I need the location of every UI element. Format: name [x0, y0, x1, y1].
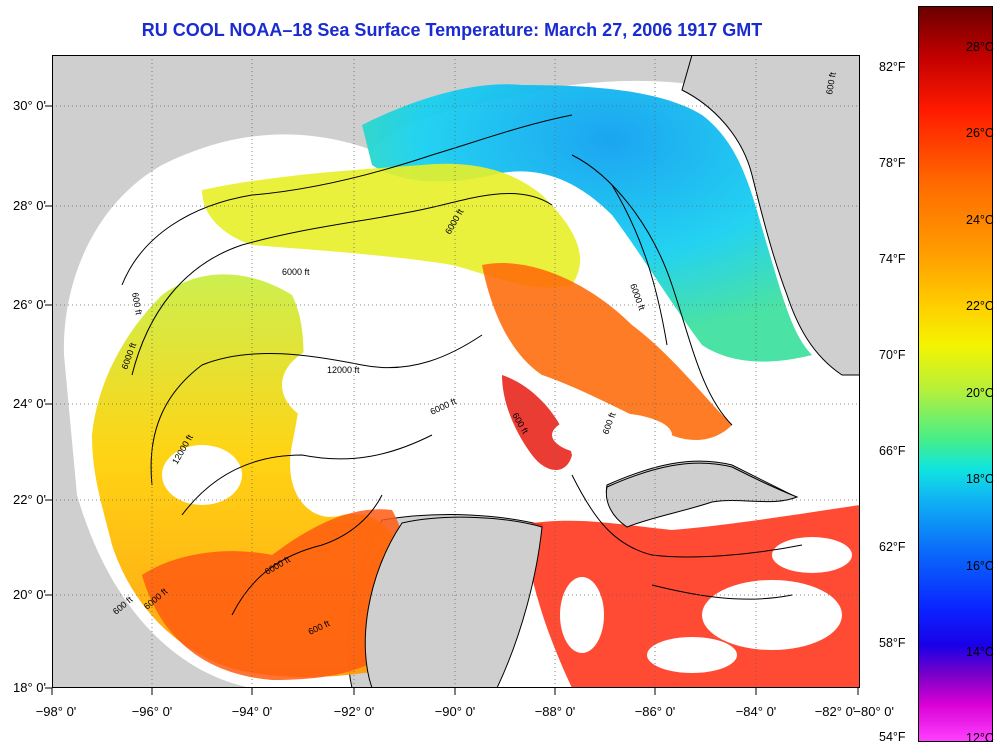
lat-label: 18° 0' — [13, 680, 46, 695]
florida-land — [681, 55, 860, 376]
lon-label: −82° 0' — [814, 704, 856, 719]
loop-current — [482, 263, 732, 440]
fahrenheit-tick: 78°F — [879, 156, 906, 170]
celsius-tick: 24°C — [966, 213, 994, 227]
southwest-hot-water — [142, 509, 409, 680]
mexico-coast-land — [52, 55, 352, 355]
lat-label: 22° 0' — [13, 492, 46, 507]
graticule — [52, 55, 860, 688]
cloud-patches — [162, 340, 852, 673]
contour-label: 6000 ft — [282, 267, 310, 277]
fahrenheit-tick: 66°F — [879, 444, 906, 458]
fahrenheit-tick: 62°F — [879, 540, 906, 554]
cool-shelf-water — [362, 84, 812, 362]
lon-label: −92° 0' — [333, 704, 375, 719]
celsius-tick: 12°C — [966, 731, 994, 745]
lat-label: 30° 0' — [13, 98, 46, 113]
contour-label: 12000 ft — [327, 365, 360, 375]
fahrenheit-tick: 70°F — [879, 348, 906, 362]
lon-label: −84° 0' — [735, 704, 777, 719]
lon-label: −98° 0' — [35, 704, 77, 719]
lat-label: 24° 0' — [13, 396, 46, 411]
celsius-tick: 20°C — [966, 386, 994, 400]
cuba-land-top — [605, 462, 799, 528]
celsius-tick: 22°C — [966, 299, 994, 313]
fahrenheit-tick: 58°F — [879, 636, 906, 650]
bathymetry-contours — [121, 114, 803, 616]
lon-label: −94° 0' — [231, 704, 273, 719]
map-title: RU COOL NOAA–18 Sea Surface Temperature:… — [141, 20, 763, 40]
celsius-tick: 16°C — [966, 559, 994, 573]
lon-label: −86° 0' — [634, 704, 676, 719]
contour-label: 600 ft — [824, 71, 838, 95]
celsius-tick: 28°C — [966, 40, 994, 54]
celsius-tick: 26°C — [966, 126, 994, 140]
temperature-colorbar — [918, 6, 993, 742]
fahrenheit-tick: 54°F — [879, 730, 906, 744]
contour-label: 600 ft — [130, 292, 144, 316]
lon-label: −90° 0' — [434, 704, 476, 719]
warming-water-band — [202, 163, 581, 288]
lat-label: 26° 0' — [13, 297, 46, 312]
lat-label: 20° 0' — [13, 587, 46, 602]
sst-map[interactable]: 600 ft 600 ft 6000 ft 6000 ft 6000 ft 12… — [52, 55, 860, 688]
celsius-tick: 18°C — [966, 472, 994, 486]
celsius-tick: 14°C — [966, 645, 994, 659]
lon-label: −80° 0' — [853, 704, 894, 719]
yucatan-land-top — [364, 516, 543, 688]
fahrenheit-tick: 74°F — [879, 252, 906, 266]
lat-label: 28° 0' — [13, 198, 46, 213]
loop-current-core — [502, 375, 572, 470]
fahrenheit-tick: 82°F — [879, 60, 906, 74]
lon-label: −88° 0' — [534, 704, 576, 719]
lon-label: −96° 0' — [131, 704, 173, 719]
